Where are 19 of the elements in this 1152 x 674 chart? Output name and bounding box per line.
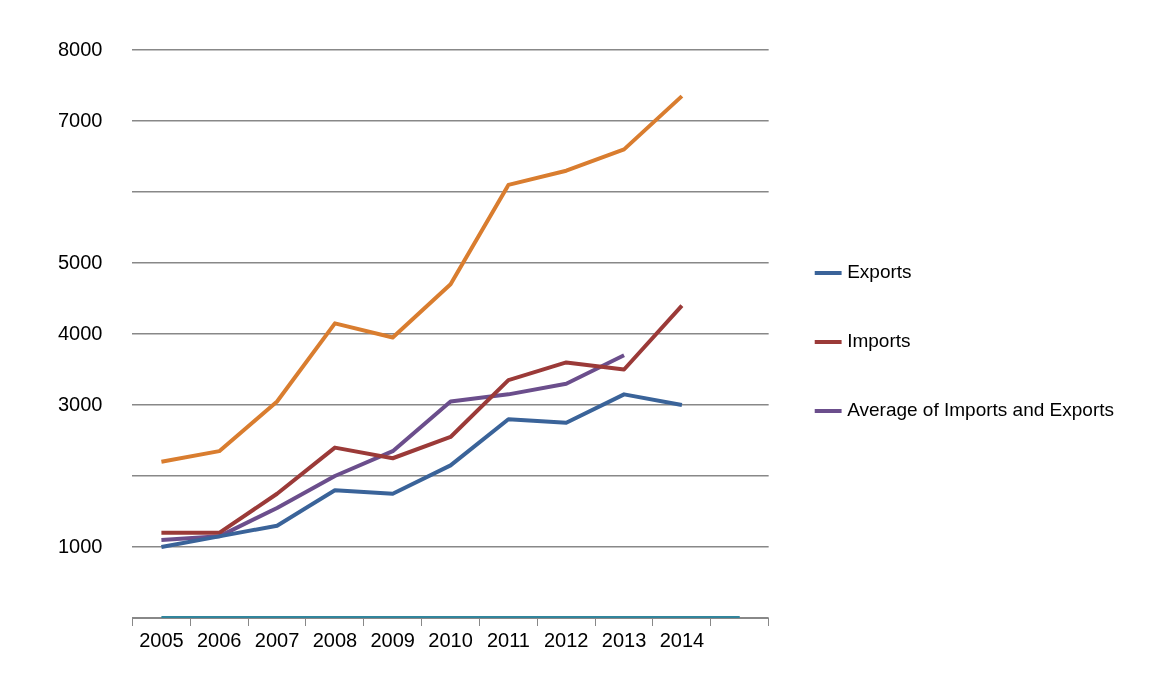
- x-tick-label: 2008: [312, 628, 358, 651]
- x-tick-label: 2007: [254, 628, 300, 651]
- y-tick-label: 8000: [57, 37, 103, 60]
- x-tick-label: 2005: [139, 628, 184, 651]
- legend-label: Exports: [847, 261, 912, 283]
- legend-label: Imports: [847, 330, 911, 352]
- legend-label: Average of Imports and Exports: [847, 399, 1115, 421]
- x-tick-label: 2011: [486, 628, 530, 651]
- x-tick-label: 2009: [370, 628, 415, 651]
- y-tick-label: 3000: [57, 392, 103, 415]
- y-tick-label: 7000: [57, 108, 103, 131]
- y-tick-label: 1000: [57, 534, 103, 557]
- x-tick-label: 2010: [428, 628, 473, 651]
- x-tick-label: 2014: [659, 628, 705, 651]
- x-tick-label: 2012: [543, 628, 589, 651]
- y-tick-label: 4000: [57, 321, 103, 344]
- x-tick-label: 2013: [601, 628, 647, 651]
- x-tick-label: 2006: [196, 628, 242, 651]
- y-tick-label: 5000: [57, 250, 103, 273]
